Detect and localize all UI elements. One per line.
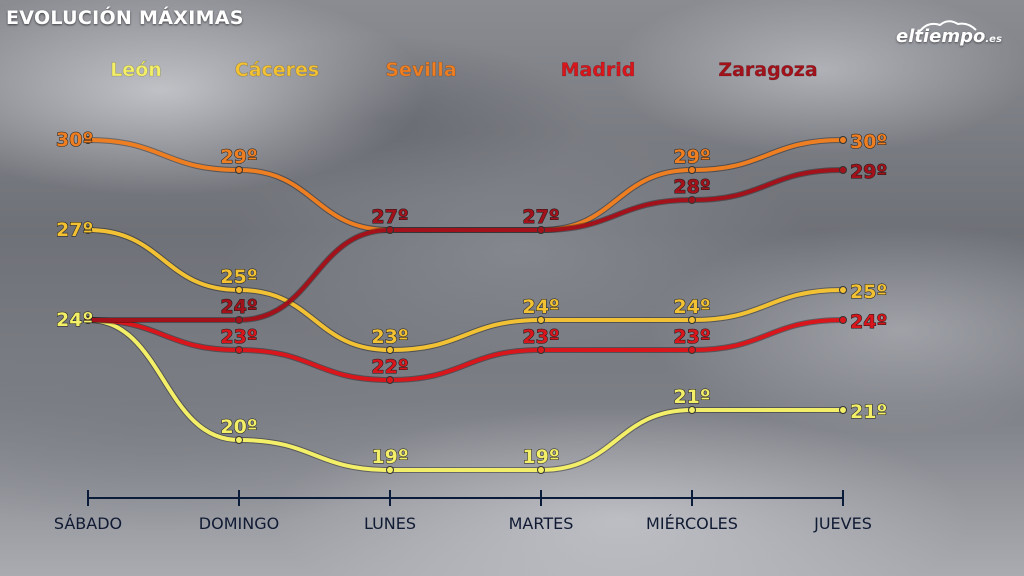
series-line-shadow [85, 137, 846, 234]
data-label: 25º [850, 281, 887, 303]
data-label: 23º [371, 326, 408, 348]
x-tick-label: MIÉRCOLES [646, 514, 738, 533]
series-line-shadow [85, 317, 846, 474]
data-point [839, 406, 847, 414]
data-label: 23º [522, 326, 559, 348]
data-point [839, 286, 847, 294]
x-tick-label: MARTES [509, 514, 574, 533]
x-tick-label: JUEVES [813, 514, 872, 533]
data-label: 24º [56, 309, 93, 331]
data-label: 21º [673, 386, 710, 408]
cloud-swoosh-icon [919, 20, 977, 32]
data-point [386, 226, 394, 234]
data-point [235, 316, 243, 324]
x-tick-label: DOMINGO [199, 514, 279, 533]
eltiempo-logo[interactable]: eltiempo .es [896, 20, 1002, 47]
data-point [839, 136, 847, 144]
series-line [86, 228, 845, 353]
data-label: 24º [522, 296, 559, 318]
data-label: 27º [56, 219, 93, 241]
series-line-shadow [85, 167, 846, 324]
data-label: 29º [673, 146, 710, 168]
logo-text: eltiempo [896, 26, 986, 47]
data-label: 24º [673, 296, 710, 318]
data-point [537, 316, 545, 324]
data-point [235, 346, 243, 354]
data-point [537, 466, 545, 474]
data-point [386, 466, 394, 474]
data-point [84, 226, 92, 234]
data-label: 23º [673, 326, 710, 348]
data-label: 29º [850, 161, 887, 183]
data-point [688, 196, 696, 204]
data-point [84, 316, 92, 324]
series-line [86, 168, 845, 323]
data-label: 30º [850, 131, 887, 153]
data-label: 19º [371, 446, 408, 468]
data-label: 25º [220, 266, 257, 288]
x-tick-label: SÁBADO [54, 514, 122, 533]
data-point [688, 346, 696, 354]
data-point [688, 316, 696, 324]
series-line-shadow [85, 317, 846, 384]
data-label: 24º [220, 296, 257, 318]
data-point [386, 346, 394, 354]
logo-domain: .es [985, 34, 1002, 45]
legend-entry: Sevilla [385, 59, 456, 81]
series-line-shadow [85, 227, 846, 354]
data-label: 30º [56, 129, 93, 151]
legend-entry: Madrid [561, 59, 636, 81]
data-point [386, 376, 394, 384]
data-point [235, 286, 243, 294]
data-label: 29º [220, 146, 257, 168]
data-label: 28º [673, 176, 710, 198]
x-tick-label: LUNES [364, 514, 416, 533]
data-label: 27º [522, 206, 559, 228]
data-label: 27º [371, 206, 408, 228]
data-point [688, 406, 696, 414]
legend-entry: Zaragoza [718, 59, 817, 81]
data-label: 24º [850, 311, 887, 333]
data-label: 22º [371, 356, 408, 378]
data-point [839, 316, 847, 324]
data-point [235, 166, 243, 174]
data-point [839, 166, 847, 174]
series-line [86, 318, 845, 473]
chart-title: EVOLUCIÓN MÁXIMAS [6, 7, 244, 29]
data-label: 21º [850, 401, 887, 423]
data-point [688, 166, 696, 174]
data-point [235, 436, 243, 444]
data-point [537, 346, 545, 354]
series-line [86, 138, 845, 233]
data-label: 23º [220, 326, 257, 348]
data-label: 20º [220, 416, 257, 438]
series-line [86, 318, 845, 383]
data-point [537, 226, 545, 234]
data-point [84, 136, 92, 144]
data-label: 19º [522, 446, 559, 468]
legend-entry: Cáceres [235, 59, 319, 81]
legend-entry: León [110, 59, 162, 81]
